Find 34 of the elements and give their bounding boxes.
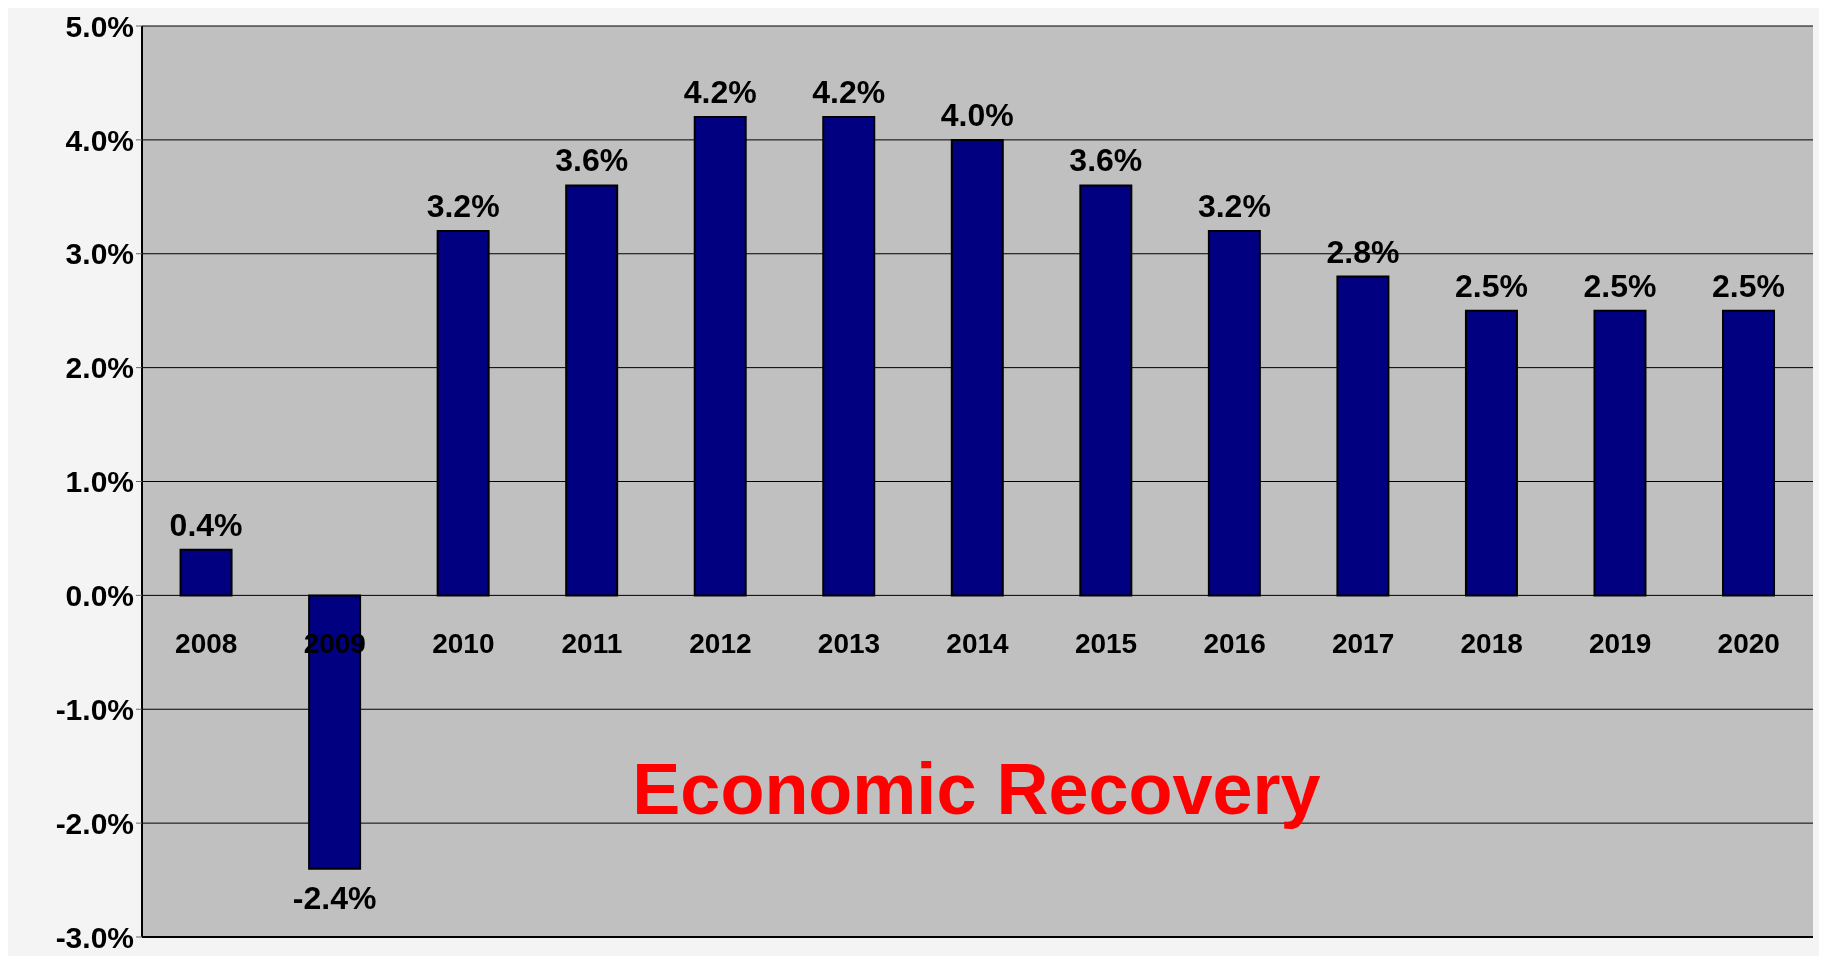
y-tick-label: -2.0%: [55, 806, 134, 840]
data-label: 0.4%: [169, 506, 243, 543]
data-label: 3.6%: [1069, 142, 1143, 179]
data-label: 4.2%: [812, 74, 886, 111]
y-tick-label: 1.0%: [65, 465, 134, 499]
x-tick-label: 2018: [1460, 628, 1523, 660]
x-tick-label: 2016: [1203, 628, 1266, 660]
x-tick-label: 2013: [817, 628, 881, 660]
data-label: 4.2%: [683, 74, 757, 111]
x-tick-label: 2017: [1331, 628, 1395, 660]
data-label: 3.6%: [555, 142, 629, 179]
data-label: -2.4%: [292, 879, 377, 916]
x-tick-label: 2012: [689, 628, 752, 660]
x-tick-label: 2015: [1074, 628, 1138, 660]
data-label: 4.0%: [940, 96, 1014, 133]
data-label: 3.2%: [426, 187, 500, 224]
x-tick-label: 2019: [1589, 628, 1652, 660]
data-label: 2.5%: [1454, 267, 1528, 304]
x-tick-label: 2008: [175, 628, 238, 660]
y-tick-label: -3.0%: [55, 920, 134, 954]
y-tick-label: 2.0%: [65, 351, 134, 385]
y-tick-label: 4.0%: [65, 123, 134, 157]
y-tick-label: 0.0%: [65, 579, 134, 613]
data-label: 2.5%: [1712, 267, 1785, 304]
y-tick-label: 3.0%: [65, 237, 134, 271]
data-label: 2.5%: [1583, 267, 1657, 304]
x-tick-label: 2010: [432, 628, 495, 660]
x-tick-label: 2020: [1717, 628, 1780, 660]
x-tick-label: 2014: [946, 628, 1010, 660]
data-label: 3.2%: [1197, 187, 1271, 224]
annotation: Economic Recovery: [632, 749, 1321, 829]
y-tick-label: 5.0%: [65, 9, 134, 43]
y-tick-label: -1.0%: [55, 692, 134, 726]
x-tick-label: 2011: [561, 628, 623, 660]
